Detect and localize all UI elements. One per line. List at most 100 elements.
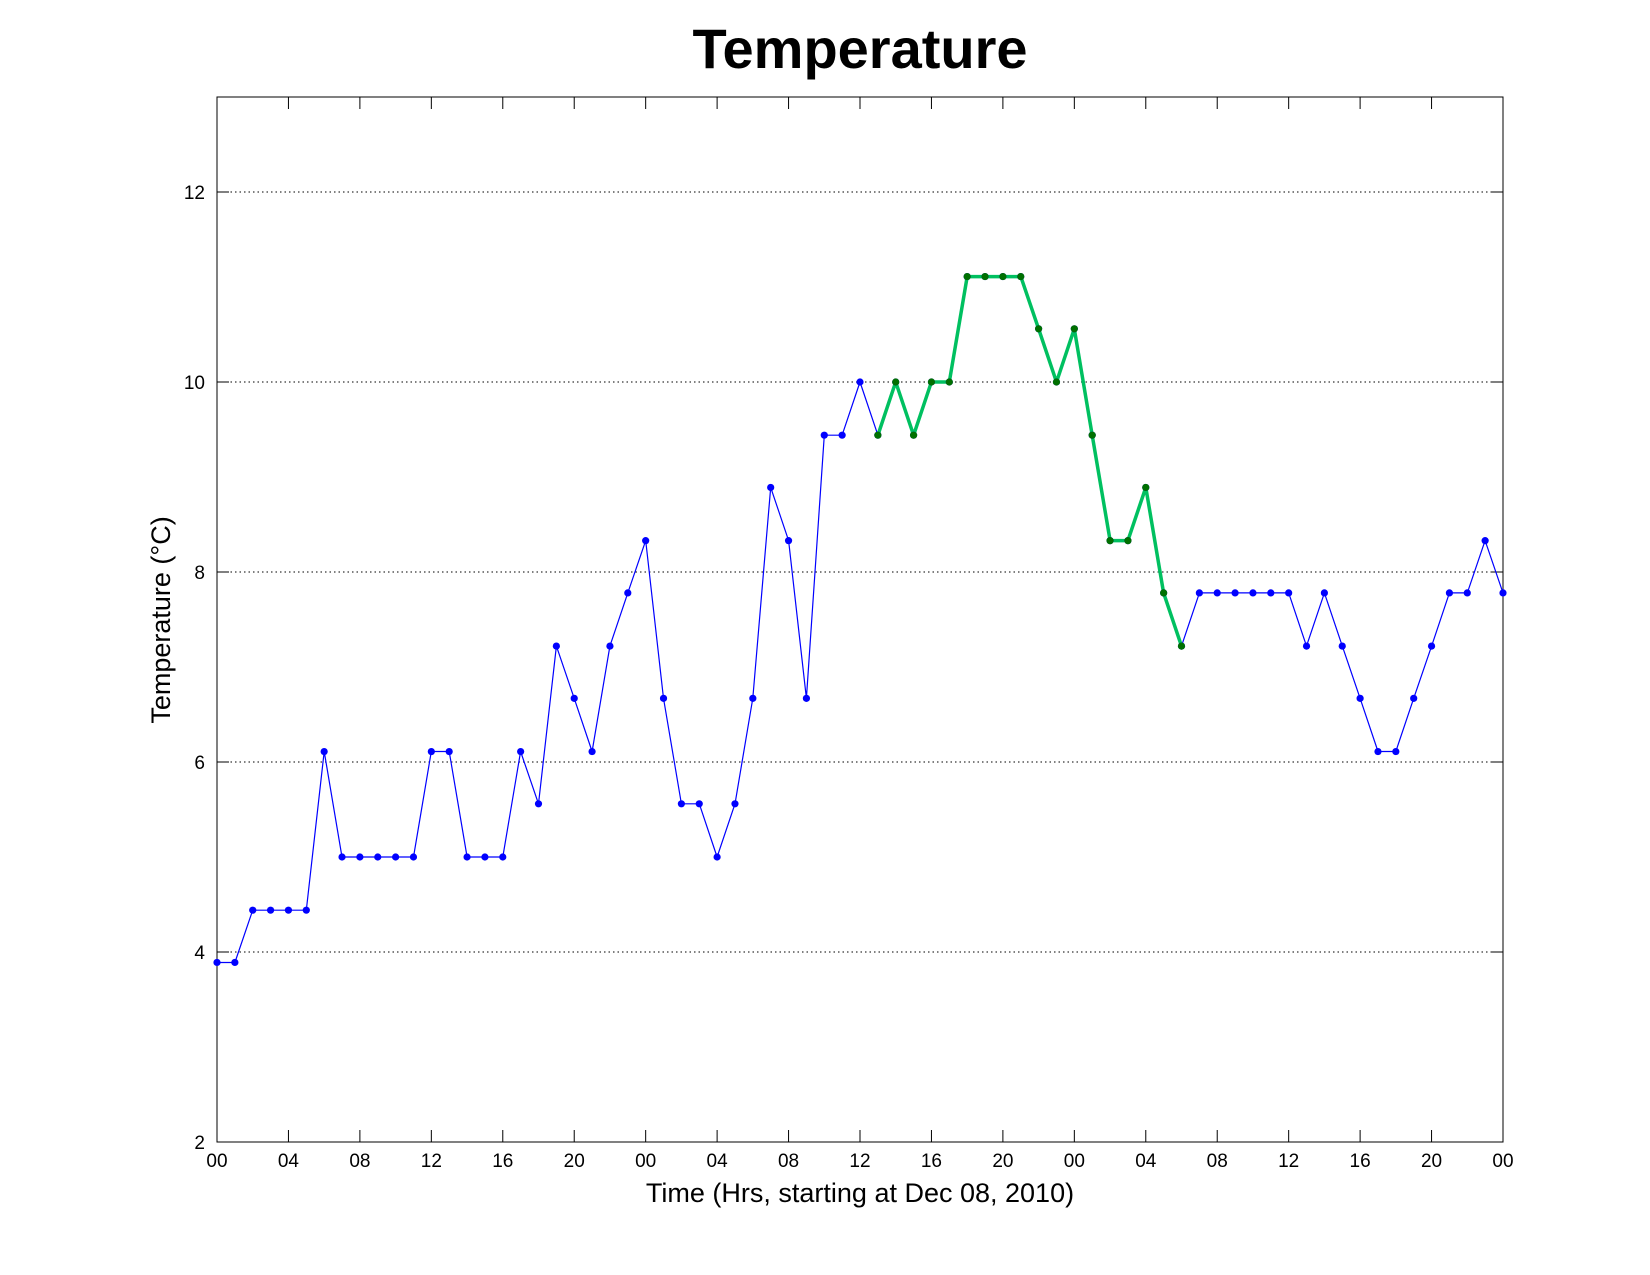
x-tick-label: 12 (421, 1151, 442, 1172)
data-point (1231, 589, 1239, 597)
x-tick-label: 00 (1492, 1151, 1513, 1172)
data-point (1499, 589, 1507, 597)
data-point (320, 747, 328, 756)
data-point (392, 853, 400, 861)
x-tick-label: 20 (564, 1151, 585, 1172)
highlight-point (981, 272, 989, 281)
x-tick-label: 20 (992, 1151, 1013, 1172)
highlight-point (963, 272, 971, 281)
data-point (677, 800, 685, 808)
y-axis-label: Temperature (°C) (146, 516, 176, 723)
x-tick-label: 08 (349, 1151, 370, 1172)
data-point (695, 800, 703, 808)
data-point (463, 853, 471, 861)
x-tick-label: 00 (1064, 1151, 1085, 1172)
data-point (642, 537, 650, 545)
tick-labels: 2 4 6 8 10 12 00 04 08 12 16 20 00 04 08 12 16 20 00 04 08 12… (184, 183, 1514, 1172)
x-tick-label: 12 (1278, 1151, 1299, 1172)
data-point (749, 694, 757, 702)
data-point (1374, 747, 1382, 756)
data-point (1445, 589, 1454, 597)
data-point (302, 906, 310, 914)
data-point (231, 958, 239, 967)
x-tick-label: 20 (1421, 1151, 1442, 1172)
data-point (802, 694, 811, 702)
data-point (1427, 642, 1436, 650)
data-point (1338, 642, 1346, 650)
highlight-point (1017, 272, 1025, 281)
data-point (552, 642, 560, 650)
data-point (1410, 694, 1418, 702)
data-point (517, 747, 525, 756)
data-point (767, 483, 775, 492)
series-line-highlight (876, 274, 1184, 647)
data-point (731, 800, 739, 808)
x-tick-label: 12 (849, 1151, 870, 1172)
data-point (409, 853, 418, 861)
data-point (356, 853, 364, 861)
data-point (284, 906, 293, 914)
x-tick-label: 00 (635, 1151, 656, 1172)
data-point (1267, 589, 1275, 597)
highlight-point (909, 431, 918, 439)
y-tick-label: 12 (184, 183, 205, 204)
data-point (713, 853, 721, 861)
data-point (213, 958, 221, 967)
data-point (838, 431, 846, 439)
data-point (1195, 589, 1203, 597)
highlight-point (927, 378, 936, 386)
x-tick-label: 04 (1135, 1151, 1157, 1172)
data-point (1213, 589, 1221, 597)
highlight-point (1052, 378, 1061, 386)
x-tick-label: 16 (1350, 1151, 1371, 1172)
chart-title: Temperature (692, 17, 1027, 80)
data-point (249, 906, 257, 914)
data-point (784, 537, 793, 545)
x-tick-label: 00 (206, 1151, 227, 1172)
x-tick-label: 16 (921, 1151, 942, 1172)
data-point (606, 642, 614, 650)
data-point (481, 853, 489, 861)
data-point (338, 853, 346, 861)
y-tick-label: 10 (184, 373, 205, 394)
y-tick-label: 6 (194, 753, 205, 774)
data-point (1302, 642, 1311, 650)
highlight-point (999, 272, 1007, 281)
highlight-point (1142, 483, 1150, 492)
data-point (570, 694, 578, 702)
x-tick-label: 08 (778, 1151, 799, 1172)
highlight-point (892, 378, 900, 386)
highlight-point (1177, 642, 1186, 650)
data-point (588, 747, 596, 756)
data-point (266, 906, 275, 914)
x-tick-label: 04 (278, 1151, 300, 1172)
grid-lines (217, 191, 1503, 953)
data-point (1356, 694, 1364, 702)
data-point (374, 853, 382, 861)
data-point (820, 431, 828, 439)
y-tick-label: 4 (194, 943, 205, 964)
data-point (499, 853, 507, 861)
highlight-point (1088, 431, 1096, 439)
highlight-point (874, 431, 882, 439)
series-points (213, 272, 1507, 967)
data-point (1481, 537, 1489, 545)
data-point (659, 694, 668, 702)
highlight-point (1035, 325, 1043, 333)
data-point (1249, 589, 1257, 597)
y-tick-label: 8 (194, 563, 205, 584)
x-axis-label: Time (Hrs, starting at Dec 08, 2010) (646, 1178, 1074, 1208)
highlight-point (1106, 537, 1114, 545)
x-tick-label: 08 (1207, 1151, 1228, 1172)
highlight-point (945, 378, 953, 386)
highlight-point (1124, 537, 1132, 545)
data-point (445, 747, 453, 756)
x-tick-label: 16 (492, 1151, 513, 1172)
axis-ticks (216, 97, 1504, 1143)
y-tick-label: 2 (194, 1133, 205, 1154)
data-point (534, 800, 543, 808)
highlight-point (1160, 589, 1168, 597)
data-point (624, 589, 632, 597)
